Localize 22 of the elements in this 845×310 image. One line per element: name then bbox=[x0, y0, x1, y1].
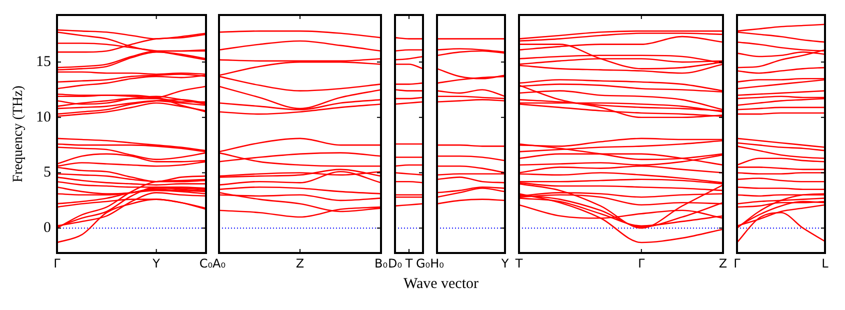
x-tick-label: Z bbox=[718, 256, 728, 270]
x-tick-label: Y bbox=[152, 256, 161, 270]
x-tick-label: Y bbox=[500, 256, 510, 270]
x-tick-label: C₀ bbox=[199, 256, 213, 270]
x-tick-label: A₀ bbox=[212, 256, 226, 270]
x-tick-label: B₀ bbox=[374, 256, 388, 270]
x-tick-label: Z bbox=[296, 256, 304, 270]
y-axis-title: Frequency (THz) bbox=[11, 85, 26, 182]
x-tick-label: Γ bbox=[638, 256, 646, 270]
x-tick-label: T bbox=[404, 256, 414, 270]
x-tick-label: G₀ bbox=[416, 256, 430, 270]
y-tick-label: 15 bbox=[36, 54, 51, 70]
x-axis-title: Wave vector bbox=[404, 276, 478, 293]
y-tick-label: 10 bbox=[36, 109, 51, 126]
x-tick-label: L bbox=[822, 256, 829, 270]
y-tick-label: 0 bbox=[44, 220, 51, 236]
x-tick-label: D₀ bbox=[388, 256, 402, 270]
y-tick-label: 5 bbox=[44, 164, 51, 181]
x-tick-label: Γ bbox=[54, 256, 61, 270]
x-tick-label: H₀ bbox=[430, 256, 444, 270]
x-tick-label: Γ bbox=[734, 256, 741, 270]
x-tick-label: T bbox=[514, 256, 524, 270]
